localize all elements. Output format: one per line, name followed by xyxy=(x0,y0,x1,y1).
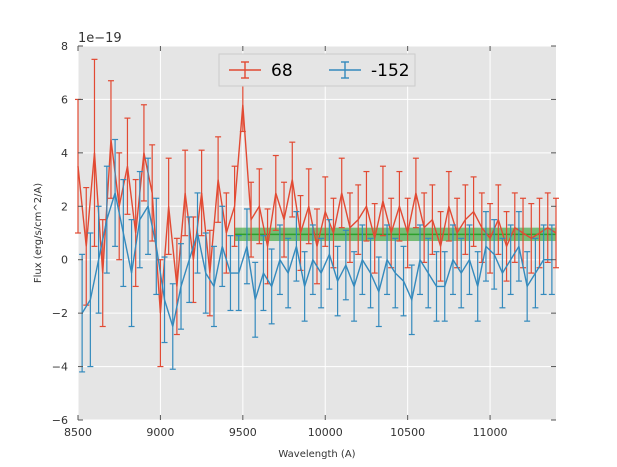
y-tick-label: 6 xyxy=(61,93,68,106)
legend-label-neg152: -152 xyxy=(371,61,410,81)
y-tick-label: 8 xyxy=(61,40,68,53)
y-tick-label: −2 xyxy=(52,307,68,320)
y-tick-label: 2 xyxy=(61,200,68,213)
y-tick-label: 4 xyxy=(61,147,68,160)
x-tick-label: 10500 xyxy=(390,426,425,439)
legend-entry-neg152 xyxy=(329,61,361,79)
y-axis-label: Flux (erg/s/cm^2/A) xyxy=(33,183,44,283)
series-neg152 xyxy=(79,138,555,373)
legend: 68 -152 xyxy=(218,53,416,87)
x-tick-label: 8500 xyxy=(64,426,92,439)
x-tick-label: 9500 xyxy=(229,426,257,439)
y-offset-label: 1e−19 xyxy=(78,31,122,46)
x-axis-label: Wavelength (A) xyxy=(278,449,355,460)
y-tick-label: −6 xyxy=(52,414,68,427)
x-tick-label: 9000 xyxy=(146,426,174,439)
series-line xyxy=(77,104,557,314)
y-tick-label: −4 xyxy=(52,361,68,374)
series-line xyxy=(81,192,552,327)
x-tick-label: 11000 xyxy=(473,426,508,439)
series-layer xyxy=(75,58,559,373)
legend-label-68: 68 xyxy=(271,61,293,81)
x-tick-label: 10000 xyxy=(308,426,343,439)
legend-entry-68 xyxy=(229,61,261,79)
y-tick-label: 0 xyxy=(61,254,68,267)
